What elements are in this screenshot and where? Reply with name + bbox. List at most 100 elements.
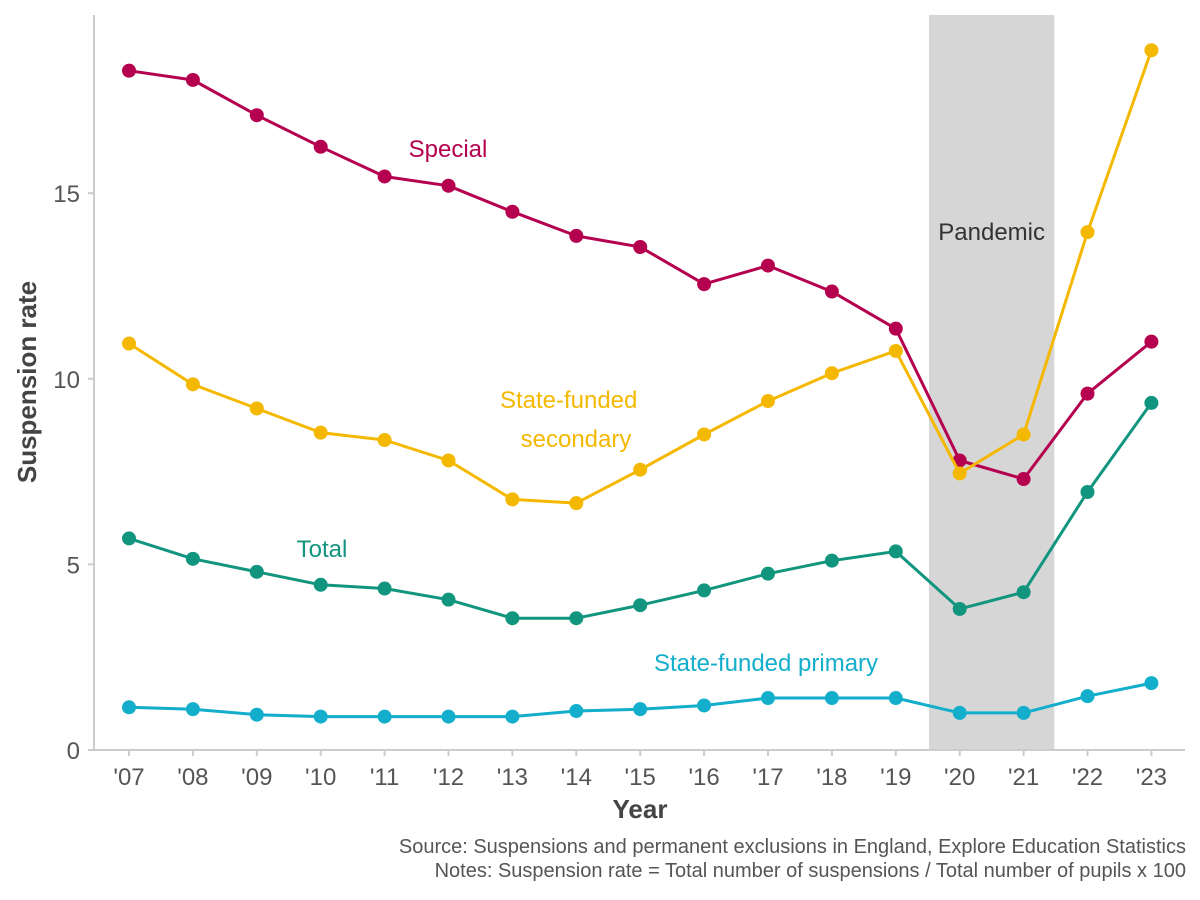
data-point-state-funded-secondary bbox=[697, 427, 712, 442]
data-point-total bbox=[824, 553, 839, 568]
data-point-state-funded-secondary bbox=[185, 377, 200, 392]
data-point-special bbox=[888, 321, 903, 336]
data-point-state-funded-primary bbox=[377, 709, 392, 724]
data-point-state-funded-primary bbox=[761, 691, 775, 706]
y-axis-ticks: 0 5 10 15 bbox=[53, 181, 94, 765]
series-label-secondary-line-1: State-funded bbox=[500, 387, 637, 414]
data-point-special bbox=[1080, 386, 1095, 401]
x-tick-label: '10 bbox=[305, 764, 336, 791]
data-point-total bbox=[313, 577, 328, 592]
x-tick-label: '09 bbox=[241, 764, 272, 791]
y-tick-label: 5 bbox=[67, 552, 80, 579]
data-point-total bbox=[569, 611, 584, 626]
data-point-state-funded-primary bbox=[697, 698, 712, 713]
data-point-state-funded-secondary bbox=[441, 453, 456, 468]
x-tick-label: '19 bbox=[880, 764, 911, 791]
series-label-secondary: State-funded secondary bbox=[500, 387, 644, 453]
data-point-state-funded-primary bbox=[249, 707, 264, 722]
data-point-special bbox=[697, 277, 712, 292]
data-point-total bbox=[249, 564, 264, 579]
data-point-state-funded-primary bbox=[441, 709, 456, 724]
data-point-total bbox=[1016, 585, 1031, 600]
series-label-total: Total bbox=[297, 536, 348, 563]
data-point-special bbox=[377, 169, 392, 184]
notes-caption: Notes: Suspension rate = Total number of… bbox=[434, 860, 1186, 882]
x-tick-label: '11 bbox=[370, 764, 400, 791]
data-point-total bbox=[761, 566, 775, 581]
data-point-special bbox=[1144, 334, 1159, 349]
data-point-state-funded-primary bbox=[1016, 705, 1031, 720]
x-tick-label: '20 bbox=[944, 764, 975, 791]
data-point-state-funded-secondary bbox=[824, 366, 839, 381]
data-point-total bbox=[122, 531, 136, 546]
series-label-primary: State-funded primary bbox=[654, 650, 878, 677]
x-tick-label: '23 bbox=[1136, 764, 1167, 791]
x-tick-label: '07 bbox=[113, 764, 144, 791]
x-tick-label: '12 bbox=[433, 764, 464, 791]
data-point-state-funded-primary bbox=[633, 702, 648, 717]
y-tick-label: 0 bbox=[67, 738, 80, 765]
data-point-state-funded-secondary bbox=[505, 492, 520, 507]
data-point-special bbox=[569, 228, 584, 243]
data-point-total bbox=[1144, 395, 1159, 410]
data-point-total bbox=[185, 551, 200, 566]
data-point-total bbox=[377, 581, 392, 596]
x-tick-label: '21 bbox=[1008, 764, 1039, 791]
data-point-state-funded-secondary bbox=[1144, 43, 1159, 58]
source-caption: Source: Suspensions and permanent exclus… bbox=[398, 836, 1186, 858]
data-point-special bbox=[313, 139, 328, 154]
data-point-special bbox=[441, 178, 456, 193]
x-tick-label: '17 bbox=[752, 764, 783, 791]
data-point-state-funded-secondary bbox=[313, 425, 328, 440]
data-point-state-funded-primary bbox=[569, 704, 584, 719]
y-axis-title: Suspension rate bbox=[12, 281, 42, 483]
x-tick-label: '13 bbox=[497, 764, 528, 791]
data-point-special bbox=[505, 204, 520, 219]
pandemic-band bbox=[929, 15, 1055, 750]
data-point-state-funded-secondary bbox=[1080, 225, 1095, 240]
x-tick-label: '16 bbox=[688, 764, 719, 791]
data-point-state-funded-secondary bbox=[249, 401, 264, 416]
data-point-state-funded-secondary bbox=[122, 336, 136, 351]
series-state-funded-primary bbox=[122, 676, 1159, 724]
data-point-special bbox=[761, 258, 775, 273]
data-point-state-funded-primary bbox=[888, 691, 903, 706]
data-point-state-funded-primary bbox=[952, 705, 967, 720]
data-point-total bbox=[505, 611, 520, 626]
data-point-special bbox=[249, 108, 264, 123]
data-point-state-funded-primary bbox=[185, 702, 200, 717]
data-point-total bbox=[1080, 485, 1095, 500]
data-point-state-funded-primary bbox=[313, 709, 328, 724]
series-label-special: Special bbox=[409, 136, 488, 163]
data-point-total bbox=[441, 592, 456, 607]
series-layer bbox=[122, 43, 1159, 724]
data-point-state-funded-secondary bbox=[761, 394, 775, 409]
data-point-special bbox=[185, 72, 200, 87]
data-point-state-funded-primary bbox=[122, 700, 136, 715]
x-tick-label: '15 bbox=[625, 764, 656, 791]
data-point-total bbox=[888, 544, 903, 559]
data-point-state-funded-primary bbox=[1144, 676, 1159, 691]
data-point-state-funded-secondary bbox=[569, 496, 584, 511]
x-tick-label: '14 bbox=[561, 764, 592, 791]
x-axis-title: Year bbox=[613, 794, 668, 824]
data-point-special bbox=[1016, 472, 1031, 487]
pandemic-label: Pandemic bbox=[938, 219, 1045, 246]
data-point-state-funded-secondary bbox=[633, 462, 648, 477]
data-point-total bbox=[633, 598, 648, 613]
y-tick-label: 15 bbox=[53, 181, 80, 208]
series-state-funded-secondary bbox=[122, 43, 1159, 511]
data-point-total bbox=[697, 583, 712, 598]
x-tick-label: '18 bbox=[816, 764, 847, 791]
x-tick-label: '22 bbox=[1072, 764, 1103, 791]
data-point-state-funded-secondary bbox=[952, 466, 967, 481]
series-total bbox=[122, 395, 1159, 626]
data-point-special bbox=[633, 240, 648, 255]
data-point-state-funded-secondary bbox=[1016, 427, 1031, 442]
data-point-state-funded-primary bbox=[505, 709, 520, 724]
x-axis-ticks: '07 '08 '09 '10 '11 '12 '13 '14 '15 '16 '17 '18 '19 '… bbox=[113, 750, 1167, 791]
data-point-state-funded-secondary bbox=[888, 343, 903, 358]
y-tick-label: 10 bbox=[53, 367, 80, 394]
data-point-total bbox=[952, 601, 967, 616]
